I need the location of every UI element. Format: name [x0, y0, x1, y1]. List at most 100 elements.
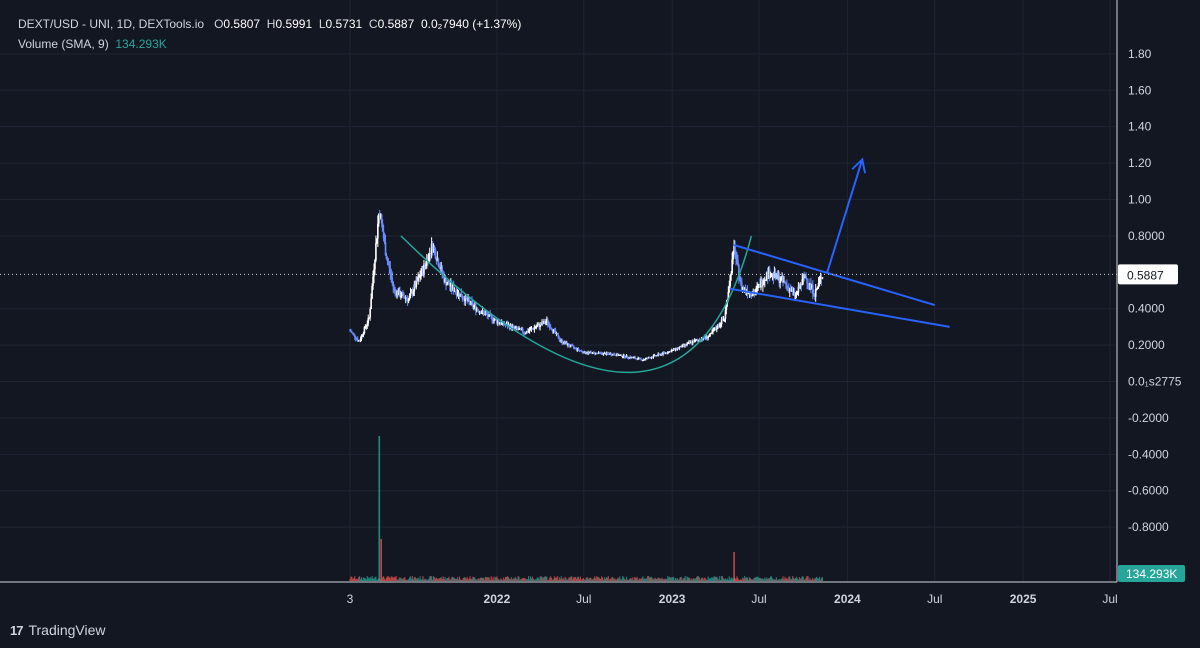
volume-bar [808, 579, 810, 581]
candle-body [499, 323, 502, 325]
volume-bar [689, 577, 691, 581]
volume-bar [553, 576, 556, 581]
volume-bar [728, 576, 730, 581]
volume-bar [503, 579, 506, 581]
candle-body [572, 345, 575, 348]
candle-body [581, 351, 584, 353]
volume-bar [522, 578, 524, 581]
candle-body [472, 302, 474, 307]
volume-bar [672, 577, 674, 581]
candle-body [632, 357, 635, 359]
open-label: O [214, 17, 224, 31]
candle-body [706, 335, 708, 339]
volume-bar [392, 577, 394, 581]
candle-body [697, 339, 700, 341]
volume-bar [471, 579, 473, 581]
candle-body [487, 314, 490, 317]
candle-body [603, 352, 606, 354]
candle-body [636, 358, 638, 360]
candle-body [361, 334, 364, 336]
volume-bar [554, 577, 557, 581]
candle-body [633, 357, 636, 359]
tradingview-branding[interactable]: 17 TradingView [10, 622, 106, 638]
volume-legend[interactable]: Volume (SMA, 9) 134.293K [18, 34, 521, 54]
volume-bar [552, 579, 555, 581]
volume-bar [572, 579, 574, 581]
candle-body [379, 214, 382, 218]
volume-bar [498, 579, 500, 581]
candle-body [648, 357, 651, 359]
candle-body [681, 344, 684, 348]
volume-bar [690, 579, 692, 581]
candle-body [755, 288, 757, 293]
volume-bar [439, 577, 441, 581]
volume-bar [390, 576, 392, 581]
volume-bar [394, 577, 396, 581]
volume-bar [460, 579, 462, 581]
candle-body [678, 347, 681, 349]
volume-bar [736, 576, 738, 581]
volume-bar [821, 577, 824, 581]
candle-body [578, 350, 581, 352]
volume-bar [494, 576, 496, 581]
volume-bar [606, 577, 608, 581]
candle-body [741, 287, 744, 290]
volume-bar [418, 579, 420, 581]
volume-bar [414, 577, 416, 581]
candle-body [638, 357, 640, 359]
candle-body [401, 293, 403, 297]
volume-bar [393, 576, 395, 581]
volume-bar [493, 579, 495, 581]
candle-body [682, 344, 684, 346]
candle-body [719, 324, 722, 326]
candle-body [684, 344, 686, 346]
volume-bar [517, 576, 519, 581]
candle-body [711, 332, 713, 334]
candle-body [797, 286, 800, 293]
candle-body [411, 291, 414, 295]
candle-body [388, 264, 391, 268]
close-label: C [368, 17, 378, 31]
volume-bar [656, 578, 658, 581]
volume-bar [478, 578, 480, 581]
candle-body [624, 357, 627, 359]
candle-body [800, 284, 803, 286]
candle-body [424, 264, 426, 266]
symbol-label[interactable]: DEXT/USD - UNI, 1D, DEXTools.io [18, 17, 205, 31]
volume-bar [773, 579, 776, 581]
volume-bar [571, 576, 573, 581]
volume-bar [787, 579, 789, 581]
candle-body [538, 324, 540, 327]
candle-body [510, 325, 513, 329]
candle-body [775, 273, 778, 278]
candle-body [784, 280, 786, 283]
candle-body [796, 292, 799, 294]
volume-bar [586, 576, 588, 581]
candle-body [631, 357, 634, 359]
candle-body [574, 347, 577, 349]
candle-body [718, 324, 721, 327]
volume-bar [763, 579, 765, 581]
volume-bar [683, 577, 685, 581]
candle-body [776, 273, 779, 279]
volume-bar [641, 577, 643, 581]
candle-body [575, 347, 578, 350]
volume-bar [588, 578, 590, 581]
volume-bar [592, 579, 594, 581]
volume-bar [745, 577, 748, 581]
volume-spike [378, 436, 381, 581]
volume-bar [725, 579, 727, 581]
volume-bar [798, 577, 800, 581]
volume-bar [678, 578, 680, 581]
volume-bar [447, 578, 449, 581]
volume-bar [500, 578, 502, 581]
volume-spike [380, 538, 383, 581]
candle-body [609, 353, 612, 355]
volume-bar [635, 578, 637, 581]
candle-body [716, 324, 719, 329]
volume-bar [531, 576, 534, 581]
candle-body [691, 341, 693, 344]
candle-body [740, 280, 742, 282]
candle-body [377, 223, 379, 239]
